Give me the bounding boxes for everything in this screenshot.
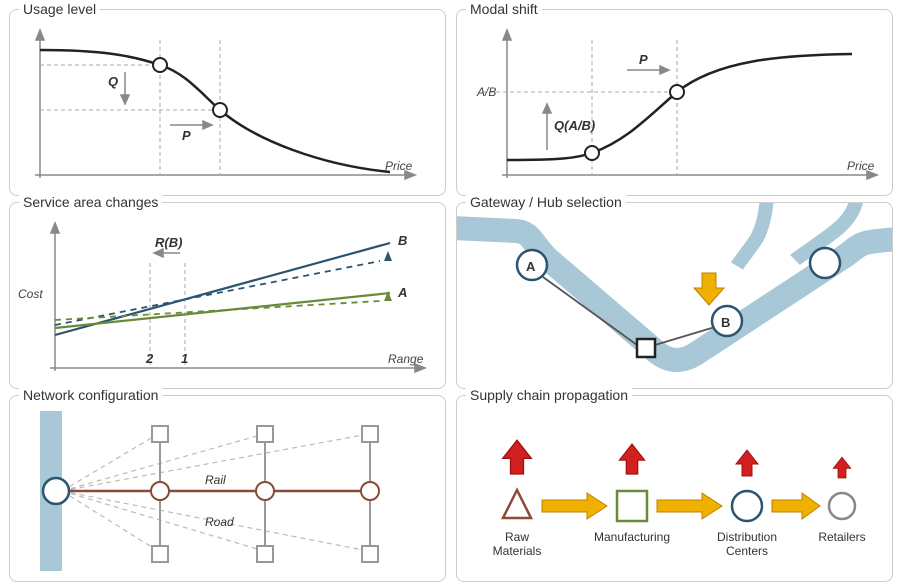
modal-title: Modal shift (466, 1, 542, 17)
panel-supply-wrap: Raw Materials Manufacturing Distribution… (455, 394, 894, 579)
line-b-label: B (398, 233, 407, 248)
rail-label: Rail (205, 473, 226, 487)
supply-title: Supply chain propagation (466, 387, 632, 403)
q-label: Q (108, 74, 118, 89)
usage-xaxis: Price (385, 159, 413, 173)
supply-chart: Raw Materials Manufacturing Distribution… (457, 396, 892, 581)
panel-gateway: A B (456, 202, 893, 389)
modal-yaxis: A/B (476, 85, 496, 99)
r-label: R(B) (155, 235, 182, 250)
service-chart: 1 2 B A R(B) Cost (10, 203, 445, 388)
panel-modal: Q(A/B) P A/B Price (456, 9, 893, 196)
node1-l: Manufacturing (594, 530, 670, 544)
tick-2: 2 (145, 351, 154, 366)
node-a-label: A (526, 259, 536, 274)
node0-l1: Raw (505, 530, 529, 544)
modal-xaxis: Price (847, 159, 875, 173)
node2-l1: Distribution (717, 530, 777, 544)
service-yaxis: Cost (18, 287, 43, 301)
panel-service: 1 2 B A R(B) Cost (9, 202, 446, 389)
panel-supply: Raw Materials Manufacturing Distribution… (456, 395, 893, 582)
node-b-label: B (721, 315, 730, 330)
tick-1: 1 (181, 351, 188, 366)
node0-l2: Materials (493, 544, 542, 558)
usage-chart: Q P Price (10, 10, 445, 195)
node2-l2: Centers (726, 544, 768, 558)
panel-usage-wrap: Q P Price Usage level (8, 8, 447, 193)
node3-l: Retailers (818, 530, 865, 544)
modal-q-label: Q(A/B) (554, 118, 595, 133)
panel-network-wrap: Rail Road Network configuration (8, 394, 447, 579)
panel-usage: Q P Price (9, 9, 446, 196)
service-xaxis: Range (388, 352, 424, 366)
gateway-title: Gateway / Hub selection (466, 194, 626, 210)
diagram-grid: Q P Price Usage level (8, 8, 890, 579)
service-title: Service area changes (19, 194, 162, 210)
gateway-chart: A B (457, 203, 892, 388)
modal-p-label: P (639, 52, 648, 67)
modal-chart: Q(A/B) P A/B Price (457, 10, 892, 195)
panel-gateway-wrap: A B Gateway / Hub selection (455, 201, 894, 386)
line-a-label: A (397, 285, 407, 300)
panel-network: Rail Road (9, 395, 446, 582)
road-label: Road (205, 515, 234, 529)
network-chart: Rail Road (10, 396, 445, 581)
panel-modal-wrap: Q(A/B) P A/B Price Modal shift (455, 8, 894, 193)
p-label: P (182, 128, 191, 143)
usage-title: Usage level (19, 1, 100, 17)
panel-service-wrap: 1 2 B A R(B) Cost (8, 201, 447, 386)
network-title: Network configuration (19, 387, 162, 403)
